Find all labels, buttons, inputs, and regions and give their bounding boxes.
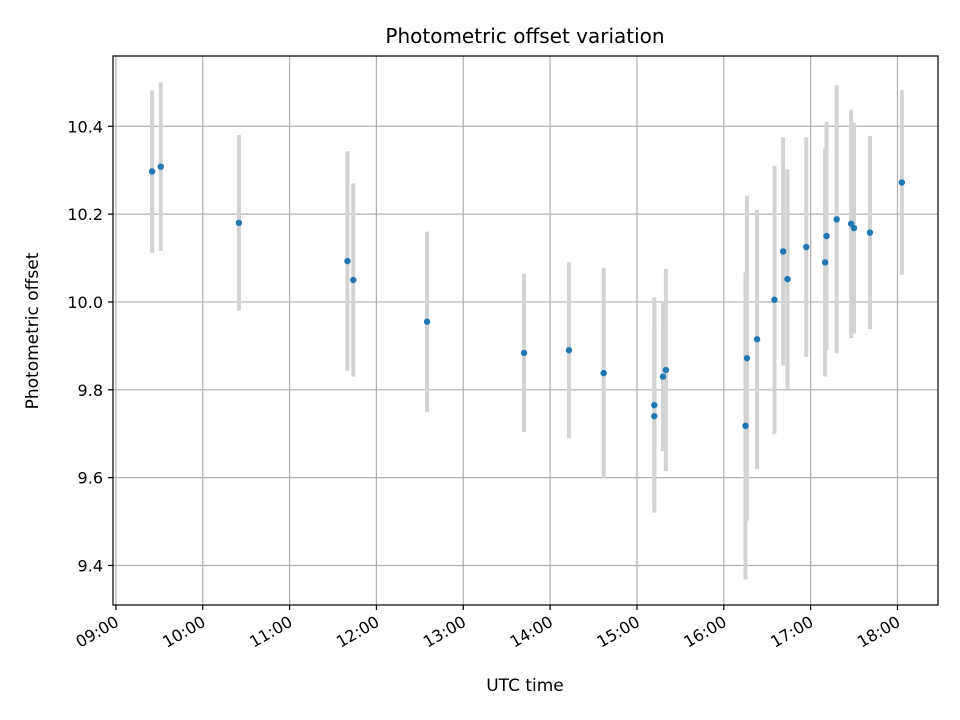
y-tick-label: 9.4 bbox=[78, 556, 103, 575]
data-point bbox=[423, 318, 431, 325]
data-point bbox=[742, 422, 749, 430]
chart-title: Photometric offset variation bbox=[385, 24, 664, 48]
data-point bbox=[520, 349, 528, 357]
x-tick-label: 14:00 bbox=[507, 612, 556, 652]
x-tick-label: 11:00 bbox=[246, 612, 295, 652]
data-point bbox=[651, 401, 658, 409]
data-point bbox=[350, 276, 357, 284]
data-point bbox=[821, 259, 829, 266]
error-bars bbox=[150, 82, 904, 580]
y-tick-label: 10.2 bbox=[67, 205, 103, 224]
data-point bbox=[344, 257, 351, 265]
data-point bbox=[743, 354, 751, 362]
data-point bbox=[833, 216, 840, 223]
x-tick-label: 09:00 bbox=[72, 612, 121, 652]
x-tick-label: 17:00 bbox=[767, 612, 816, 652]
y-axis-title: Photometric offset bbox=[23, 252, 43, 409]
data-point bbox=[662, 366, 670, 374]
data-point bbox=[784, 275, 791, 283]
data-point bbox=[803, 243, 810, 251]
data-point bbox=[565, 347, 573, 354]
plot-frame bbox=[112, 55, 939, 606]
y-tick-label: 9.6 bbox=[78, 469, 103, 488]
axis-ticks: 09:00 10:00 11:00 12:00 13:00 14:00 15:00 16:00… bbox=[67, 117, 903, 651]
x-tick-label: 16:00 bbox=[680, 612, 729, 652]
data-point bbox=[157, 163, 164, 170]
x-tick-label: 12:00 bbox=[333, 612, 382, 652]
data-points bbox=[148, 163, 906, 430]
y-tick-label: 10.0 bbox=[67, 293, 103, 312]
data-point bbox=[771, 296, 778, 303]
y-tick-label: 10.4 bbox=[67, 117, 103, 136]
data-point bbox=[659, 373, 667, 380]
data-point bbox=[600, 369, 607, 377]
data-point bbox=[651, 412, 658, 420]
x-tick-label: 15:00 bbox=[594, 612, 643, 652]
data-point bbox=[850, 224, 858, 232]
x-tick-label: 13:00 bbox=[420, 612, 469, 652]
data-point bbox=[823, 232, 830, 240]
data-point bbox=[779, 248, 787, 255]
data-point bbox=[148, 168, 156, 175]
data-point bbox=[235, 219, 243, 227]
y-tick-label: 9.8 bbox=[78, 381, 103, 400]
data-point bbox=[898, 179, 906, 186]
x-tick-label: 10:00 bbox=[159, 612, 208, 652]
data-point bbox=[866, 229, 874, 236]
x-axis-title: UTC time bbox=[486, 676, 564, 696]
x-tick-label: 18:00 bbox=[854, 612, 903, 652]
data-point bbox=[753, 336, 761, 343]
